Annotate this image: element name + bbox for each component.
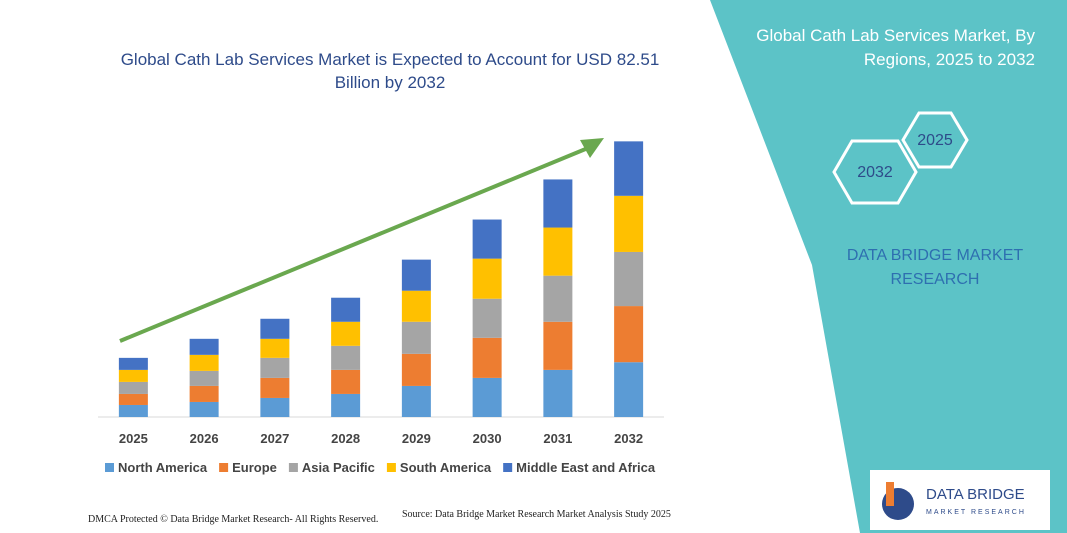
brand: DATA BRIDGE MARKET RESEARCH	[846, 247, 1024, 288]
hexagon	[832, 139, 918, 205]
x-tick-label: 2025	[119, 431, 148, 446]
bar-segment	[331, 393, 361, 417]
logo-tagline: MARKET RESEARCH	[926, 509, 1026, 516]
bar-segment	[472, 337, 502, 378]
bar-segment	[543, 321, 573, 370]
panel-title-box: Global Cath Lab Services Market, By Regi…	[756, 26, 1035, 69]
bar-segment	[118, 404, 148, 417]
bar-segment	[614, 141, 644, 196]
bar-segment	[401, 290, 431, 322]
bar-segment	[472, 219, 502, 259]
x-tick-label: 2028	[331, 431, 360, 446]
bar-segment	[189, 401, 219, 417]
bar-segment	[189, 354, 219, 371]
bar-segment	[614, 251, 644, 307]
logo-name: DATA BRIDGE	[926, 486, 1025, 503]
bar-segment	[614, 195, 644, 252]
bar-segment	[118, 369, 148, 382]
bar-segment	[614, 362, 644, 417]
bar-segment	[543, 275, 573, 322]
legend-swatch	[105, 463, 114, 472]
legend-swatch	[386, 463, 396, 472]
bar-segment	[472, 258, 502, 299]
bar-segment	[614, 306, 644, 363]
legend-label: Asia Pacific	[302, 460, 375, 475]
bar-segment	[472, 377, 502, 417]
x-tick-label: 2031	[543, 431, 572, 446]
legend-label: South America	[400, 460, 492, 475]
chart-title: Global Cath Lab Services Market is Expec…	[120, 50, 660, 92]
legend-swatch	[503, 463, 513, 472]
bar-segment	[118, 357, 148, 370]
bar-segment	[331, 321, 361, 346]
bar-segment	[331, 369, 361, 394]
legend-label: Middle East and Africa	[516, 460, 656, 475]
bar-segment	[543, 369, 573, 417]
bar-segment	[260, 377, 290, 398]
bar-segment	[189, 385, 219, 402]
bar-segment	[260, 338, 290, 358]
x-tick-label: 2030	[473, 431, 502, 446]
bar-segment	[401, 259, 431, 291]
logo-mark	[886, 482, 894, 506]
side-panel	[710, 0, 1067, 533]
bar-segment	[543, 227, 573, 276]
bar-segment	[543, 179, 573, 228]
x-tick-label: 2026	[190, 431, 219, 446]
title-box: Global Cath Lab Services Market is Expec…	[120, 50, 660, 92]
footer-source: Source: Data Bridge Market Research Mark…	[402, 509, 671, 520]
bar-segment	[189, 370, 219, 386]
bar-segment	[189, 338, 219, 355]
plot: 2025 2026 2027 2028 2029 2030 2031 2032 North Am…	[105, 141, 656, 475]
bar-segment	[260, 318, 290, 339]
bar-segment	[260, 357, 290, 378]
trend-arrow	[119, 146, 589, 343]
legend-label: North America	[118, 460, 208, 475]
x-tick-label: 2032	[614, 431, 643, 446]
brand-box: DATA BRIDGE MARKET RESEARCH	[846, 247, 1024, 288]
bar-segment	[331, 297, 361, 322]
footer-left: DMCA Protected © Data Bridge Market Rese…	[88, 514, 378, 525]
bar-segment	[401, 321, 431, 354]
x-tick-label: 2027	[260, 431, 289, 446]
legend-label: Europe	[232, 460, 277, 475]
bar-segment	[331, 345, 361, 370]
hexagon	[901, 111, 969, 169]
legend-swatch	[219, 463, 229, 472]
arrow-head	[580, 138, 604, 158]
bar-segment	[118, 393, 148, 405]
hex-label: 2025	[917, 132, 953, 149]
bar-segment	[472, 298, 502, 338]
panel-title: Global Cath Lab Services Market, By Regi…	[756, 26, 1035, 69]
hex-label: 2032	[857, 164, 893, 181]
bar-segment	[260, 397, 290, 417]
bar-segment	[118, 381, 148, 394]
legend-swatch	[288, 463, 298, 472]
bar-segment	[401, 385, 431, 417]
bar-segment	[401, 353, 431, 386]
x-tick-label: 2029	[402, 431, 431, 446]
